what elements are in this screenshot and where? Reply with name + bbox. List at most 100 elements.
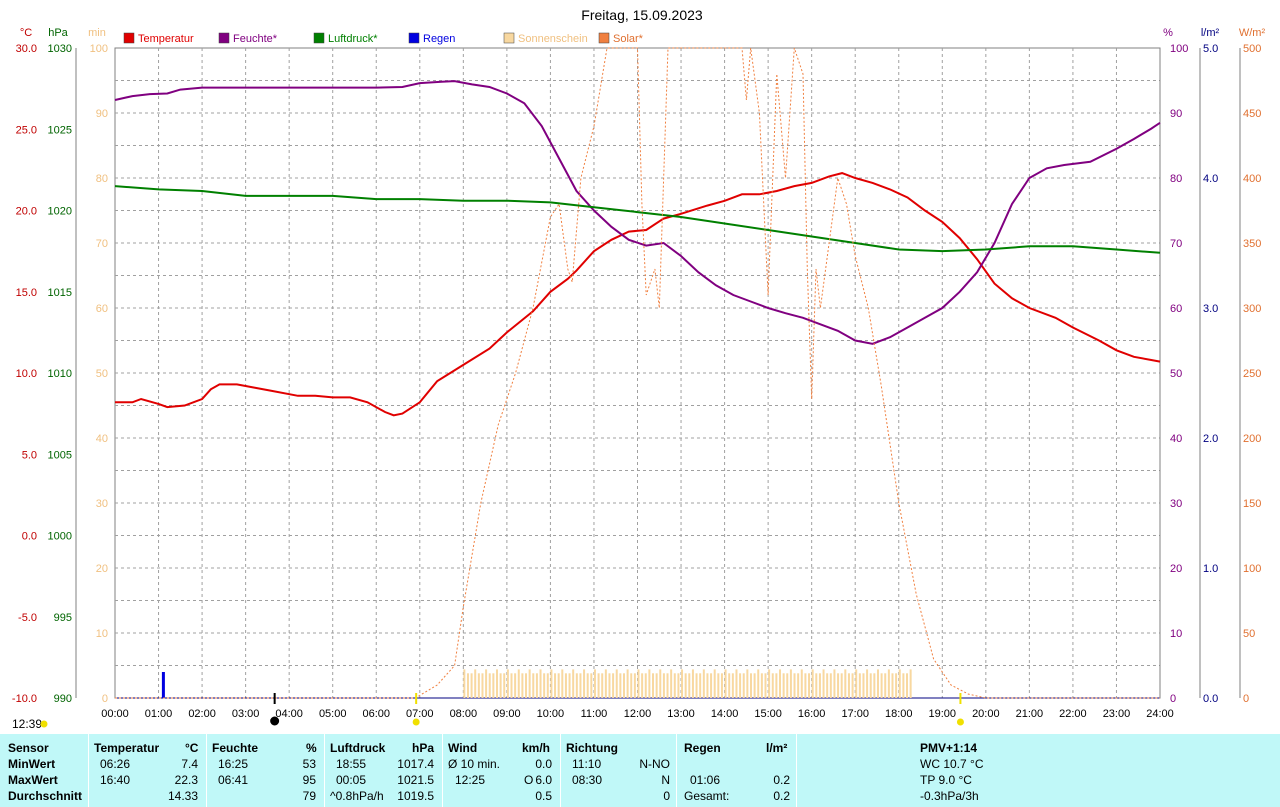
press-trend-label: ^0.8hPa/h [330, 789, 384, 803]
sunshine-bar [619, 673, 622, 698]
sunshine-bar [477, 673, 480, 698]
sunshine-bar [677, 673, 680, 698]
press-tick-label: 1030 [48, 43, 72, 55]
sunshine-bar [739, 673, 742, 698]
sunshine-bar [630, 673, 633, 698]
x-tick-label: 03:00 [232, 708, 260, 720]
dir-header: Richtung [566, 741, 618, 755]
sunshine-bar [862, 673, 865, 698]
wind-unit: km/h [522, 741, 551, 755]
sunshine-bar [539, 669, 542, 698]
sunshine-bar [626, 669, 629, 698]
sunshine-bar [485, 669, 488, 698]
sunshine-bar [532, 673, 535, 698]
sunshine-bar [837, 673, 840, 698]
sunshine-bar [528, 669, 531, 698]
temp-axis-unit: °C [20, 27, 32, 39]
press-unit: hPa [412, 741, 435, 755]
press-tick-label: 1005 [48, 449, 72, 461]
legend-label: Feuchte* [233, 33, 278, 45]
rain-tick-label: 3.0 [1203, 303, 1218, 315]
x-tick-label: 00:00 [101, 708, 129, 720]
solar-tick-label: 200 [1243, 433, 1261, 445]
press-tick-label: 1025 [48, 124, 72, 136]
sunshine-bar [568, 673, 571, 698]
temp-min-time: 06:26 [100, 757, 131, 771]
sunshine-bar [463, 669, 466, 698]
sunshine-bar [586, 673, 589, 698]
sunshine-bar [659, 669, 662, 698]
sunshine-bar [735, 669, 738, 698]
rain-tick-label: 2.0 [1203, 433, 1218, 445]
sunshine-bar [840, 673, 843, 698]
sunshine-bar [652, 673, 655, 698]
pmv-tp: TP 9.0 °C [920, 773, 972, 787]
sunshine-bar [884, 673, 887, 698]
sunshine-bar [764, 673, 767, 698]
x-tick-label: 01:00 [145, 708, 173, 720]
press-header: Luftdruck [330, 741, 386, 755]
hum-tick-label: 90 [1170, 108, 1182, 120]
sunshine-bar [866, 669, 869, 698]
solar-tick-label: 100 [1243, 563, 1261, 575]
x-tick-label: 22:00 [1059, 708, 1087, 720]
rain-header: Regen [684, 741, 721, 755]
legend-swatch [598, 32, 610, 44]
sun-tick-label: 30 [96, 498, 108, 510]
sunshine-bar [612, 673, 615, 698]
sunshine-bar [670, 669, 673, 698]
temp-tick-label: 25.0 [16, 124, 37, 136]
press-max-time: 00:05 [336, 773, 367, 787]
sunshine-bar [746, 669, 749, 698]
press-max: 1021.5 [397, 773, 434, 787]
sunshine-bar [724, 669, 727, 698]
sunshine-bar [622, 673, 625, 698]
x-tick-label: 20:00 [972, 708, 1000, 720]
sunshine-bar [728, 673, 731, 698]
sun-axis-unit: min [88, 27, 106, 39]
x-tick-label: 21:00 [1016, 708, 1044, 720]
hum-tick-label: 0 [1170, 693, 1176, 705]
sunshine-bar [873, 673, 876, 698]
x-tick-label: 16:00 [798, 708, 826, 720]
pmv-trend: -0.3hPa/3h [920, 789, 979, 803]
temp-unit: °C [185, 741, 199, 755]
sunshine-bar [492, 673, 495, 698]
rain-total-label: Gesamt: [684, 789, 730, 803]
sunshine-bar [720, 673, 723, 698]
sunshine-bar [793, 673, 796, 698]
hum-min: 53 [302, 757, 316, 771]
sunshine-bar [673, 673, 676, 698]
rain-tick-label: 1.0 [1203, 563, 1218, 575]
row-label-avg: Durchschnitt [8, 789, 83, 803]
sunshine-bar [789, 669, 792, 698]
wind-gust-time: 12:25 [455, 773, 486, 787]
sunshine-bar [811, 669, 814, 698]
x-tick-label: 02:00 [188, 708, 216, 720]
legend-label: Temperatur [138, 33, 194, 45]
solar-tick-label: 450 [1243, 108, 1261, 120]
press-tick-label: 1010 [48, 368, 72, 380]
sun-tick-label: 40 [96, 433, 108, 445]
sunshine-bar [833, 669, 836, 698]
sunshine-bar [829, 673, 832, 698]
x-tick-label: 12:00 [624, 708, 652, 720]
solar-tick-label: 300 [1243, 303, 1261, 315]
temp-max: 22.3 [174, 773, 198, 787]
sunshine-bar [826, 673, 829, 698]
hum-header: Feuchte [212, 741, 259, 755]
hum-tick-label: 70 [1170, 238, 1182, 250]
summary-table: Sensor MinWert MaxWert Durchschnitt Temp… [0, 734, 1280, 807]
press-tick-label: 995 [54, 612, 72, 624]
temp-header: Temperatur [94, 741, 160, 755]
solar-tick-label: 250 [1243, 368, 1261, 380]
sunshine-bar [702, 669, 705, 698]
sunshine-bar [895, 673, 898, 698]
sunshine-bar [597, 673, 600, 698]
sunshine-bar [506, 669, 509, 698]
hum-tick-label: 60 [1170, 303, 1182, 315]
sunshine-bar [779, 669, 782, 698]
sunshine-bar [637, 669, 640, 698]
sunshine-bar [499, 673, 502, 698]
legend-swatch [218, 32, 230, 44]
